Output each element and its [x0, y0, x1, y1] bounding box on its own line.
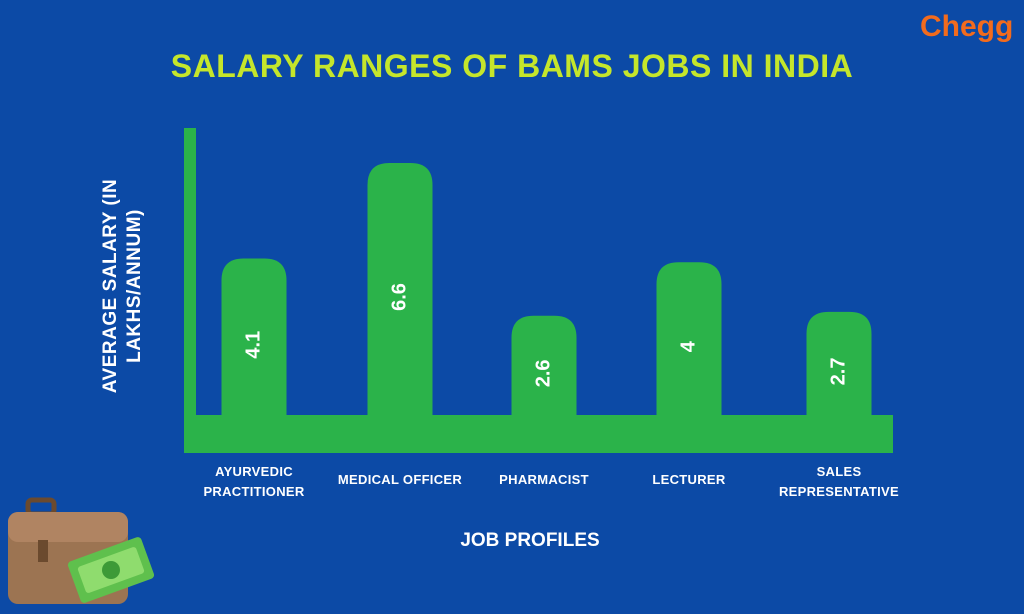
value-label: 2.6 [532, 359, 554, 387]
bar [367, 163, 433, 416]
bar [511, 315, 577, 416]
bar [806, 311, 872, 416]
y-axis-title: AVERAGE SALARY (IN LAKHS/ANNUM) [100, 178, 145, 394]
briefcase-icon [8, 497, 155, 604]
value-label: 6.6 [388, 283, 410, 311]
brand-logo: Chegg [920, 10, 1014, 43]
x-axis-bar [184, 415, 893, 453]
x-tick-label: PHARMACIST [499, 472, 589, 487]
value-label: 2.7 [827, 358, 849, 386]
value-label: 4 [677, 340, 699, 352]
chart-title: SALARY RANGES OF BAMS JOBS IN INDIA [170, 48, 854, 84]
bar [656, 262, 722, 416]
x-tick-label: SALES REPRESENTATIVE [778, 464, 899, 499]
x-tick-label: AYURVEDIC PRACTITIONER [203, 464, 305, 499]
y-axis-bar [184, 128, 196, 417]
bar [221, 258, 287, 416]
x-tick-label: LECTURER [652, 472, 726, 487]
value-label: 4.1 [242, 331, 264, 359]
x-axis-title: JOB PROFILES [460, 530, 600, 551]
x-tick-label: MEDICAL OFFICER [337, 472, 463, 487]
